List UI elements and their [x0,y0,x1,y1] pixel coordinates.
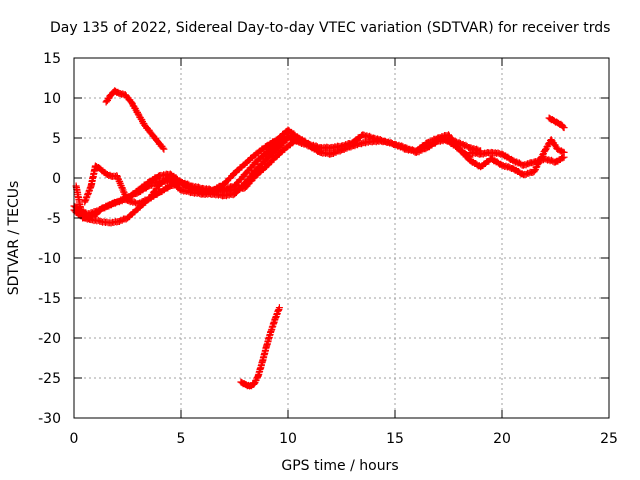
y-tick-label: 15 [43,51,61,67]
series-track-d [72,134,292,222]
x-tick-label: 10 [279,431,297,447]
y-tick-label: -20 [38,331,61,347]
grid-lines [74,58,609,418]
x-tick-label: 0 [70,431,79,447]
series-markers [237,304,283,390]
y-tick-label: 5 [52,131,61,147]
series-track-i [545,114,568,132]
x-axis-label: GPS time / hours [281,458,398,474]
y-tick-label: -5 [47,211,61,227]
y-tick-label: 10 [43,91,61,107]
x-tick-label: 20 [493,431,511,447]
series-track-h [466,148,568,169]
x-tick-label: 15 [386,431,404,447]
axis-ticks: 0 5 10 15 20 25 -30 -25 -20 -15 -10 -5 0 5 10 15 [38,51,618,447]
chart-title: Day 135 of 2022, Sidereal Day-to-day VTE… [50,20,610,36]
series-markers [545,114,568,132]
series-markers [466,148,568,169]
y-tick-label: 0 [52,171,61,187]
y-tick-label: -10 [38,251,61,267]
series-track-f [237,304,283,390]
y-tick-label: -15 [38,291,61,307]
data-series [70,87,568,390]
series-track-e [102,87,168,153]
plot-frame [73,57,610,419]
x-tick-label: 5 [177,431,186,447]
x-tick-label: 25 [600,431,618,447]
series-markers [102,87,168,153]
y-tick-label: -30 [38,411,61,427]
series-markers [72,134,292,222]
y-tick-label: -25 [38,371,61,387]
y-axis-label: SDTVAR / TECUs [6,181,22,296]
